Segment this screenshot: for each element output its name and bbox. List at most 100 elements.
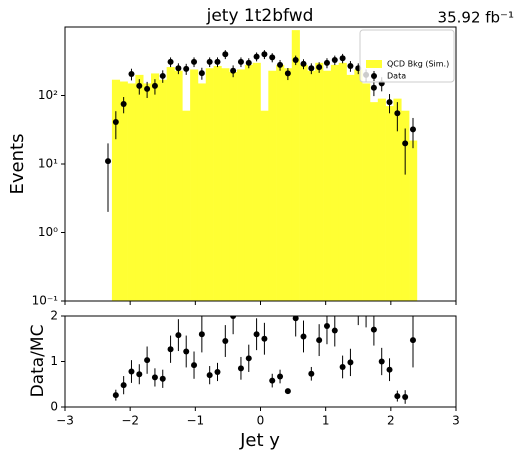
data-point [331,327,338,334]
data-point [370,84,377,91]
data-point [191,362,198,369]
histogram-bar [346,74,355,301]
data-point [120,382,127,389]
data-point [292,56,299,63]
histogram-bar [190,69,199,301]
x-tick-label: 3 [452,414,460,428]
data-point [402,393,409,400]
data-point [245,355,252,362]
data-point [409,337,416,344]
data-point [269,54,276,61]
histogram-bar [260,110,269,301]
data-point [331,56,338,63]
chart-title: jety 1t2bfwd [206,6,314,26]
data-point [214,368,221,375]
axes: QCD Bkg (Sim.) Data 10⁻¹ 10⁰ 10¹ 10² 0 1 2 −3 −2 −1… [32,26,460,428]
data-point [253,331,260,338]
y-tick-label: 10² [38,88,58,102]
histogram-bar [330,64,339,301]
x-tick-label: −1 [186,414,204,428]
data-point [167,58,174,65]
data-point [183,348,190,355]
histogram-bar [252,62,261,301]
data-point [245,59,252,66]
data-point [386,99,393,106]
histogram-bar [229,72,238,301]
histogram-bar [119,81,128,301]
x-tick-label: 2 [387,414,395,428]
histogram-bar [409,140,418,301]
histogram-bar [291,30,300,301]
data-point [230,316,237,319]
histogram-bar [338,62,347,301]
data-point [402,140,409,147]
x-tick-label: 0 [257,414,265,428]
histogram-bar [221,68,230,301]
data-point [237,365,244,372]
data-point [347,359,354,366]
data-point [159,375,166,382]
histogram-bar [307,70,316,301]
data-point [409,126,416,133]
histogram-bar [377,98,386,301]
histogram-bar [143,83,152,301]
data-point [159,72,166,79]
data-point [136,371,143,378]
histogram-bar [315,62,324,301]
data-point [316,337,323,344]
histogram-bar [354,69,363,301]
legend-box [359,29,455,83]
histogram-bar [205,68,214,301]
histogram-bar [299,64,308,301]
data-point [230,67,237,74]
data-point [323,59,330,66]
data-point [206,372,213,379]
main-plot [105,30,418,301]
data-point [378,358,385,365]
data-point [237,58,244,65]
data-point [323,323,330,330]
data-point [394,110,401,117]
y-tick-label: 10⁻¹ [32,294,59,308]
data-point [253,53,260,60]
data-point [105,158,112,165]
data-point [214,58,221,65]
histogram-bar [197,83,207,301]
y-tick-label: 0 [50,400,58,414]
histogram-bar [182,110,191,301]
histogram-bar [244,64,253,301]
data-point [300,60,307,67]
data-point [339,55,346,62]
x-axis-label: Jet y [239,430,280,451]
data-point [151,374,158,381]
data-point [284,70,291,77]
histogram-bar [268,70,277,301]
data-point [120,101,127,108]
histogram-bar [283,68,293,301]
histogram-bar [127,83,136,301]
data-point [386,366,393,373]
histogram-bar [135,74,144,301]
y-axis-label: Data/MC [28,325,48,398]
histogram-bar [237,69,246,301]
data-point [222,338,229,345]
data-point [370,326,377,333]
histogram-bar [369,102,379,301]
data-point [112,392,119,399]
data-point [316,64,323,71]
data-point [144,357,151,364]
data-point [112,119,119,126]
data-point [222,51,229,58]
data-point [277,61,284,68]
histogram-bar [276,64,285,301]
data-point [292,316,299,322]
data-point [347,62,354,69]
y-tick-label: 2 [50,309,58,323]
histogram-bar [111,79,121,301]
data-point [394,393,401,400]
data-point [198,331,205,338]
histogram-bar [213,65,222,301]
histogram-bar [323,70,332,301]
data-point [128,71,135,78]
